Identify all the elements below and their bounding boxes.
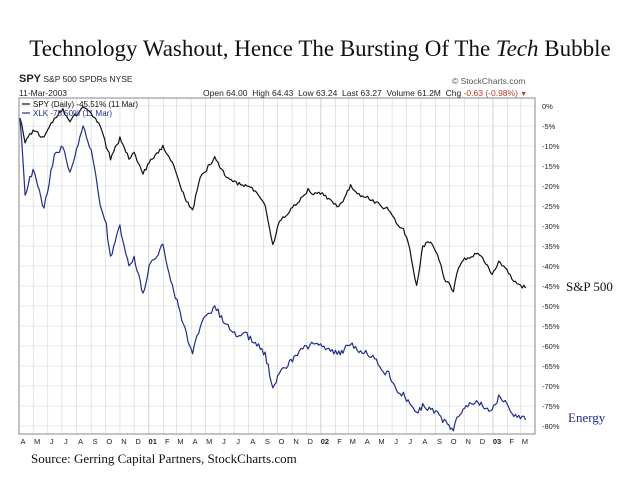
y-tick-label: -10% [542, 142, 560, 151]
y-tick-label: -70% [542, 382, 560, 391]
quote-line: Open 64.00 High 64.43 Low 63.24 Last 63.… [203, 88, 528, 98]
ticker-exchange: NYSE [109, 74, 133, 84]
x-tick-label: M [522, 437, 528, 446]
x-tick-label: O [106, 437, 112, 446]
x-tick-label: 01 [149, 437, 157, 446]
side-label-energy: Energy [568, 410, 606, 425]
y-tick-label: -50% [542, 302, 560, 311]
y-tick-label: -25% [542, 202, 560, 211]
x-tick-label: A [250, 437, 255, 446]
y-tick-label: -75% [542, 402, 560, 411]
x-tick-label: F [165, 437, 170, 446]
change-value: -0.63 (-0.98%) [463, 88, 518, 98]
x-tick-label: 03 [493, 437, 501, 446]
down-arrow-icon: ▼ [520, 91, 528, 98]
x-tick-label: A [365, 437, 370, 446]
chart-grid [18, 98, 535, 434]
legend: SPY (Daily) -45.51% (11 Mar) XLK -78.50%… [22, 100, 138, 118]
x-tick-label: D [480, 437, 486, 446]
y-tick-label: -65% [542, 362, 560, 371]
volume-value: 61.2M [417, 88, 441, 98]
y-tick-label: 0% [542, 102, 553, 111]
y-tick-label: -80% [542, 422, 560, 431]
x-tick-label: J [236, 437, 240, 446]
x-tick-label: N [466, 437, 471, 446]
x-tick-label: S [93, 437, 98, 446]
low-value: 63.24 [316, 88, 338, 98]
x-tick-label: A [20, 437, 25, 446]
x-tick-label: O [279, 437, 285, 446]
x-tick-label: J [408, 437, 412, 446]
x-tick-label: F [337, 437, 342, 446]
y-tick-label: -35% [542, 242, 560, 251]
x-tick-label: M [350, 437, 356, 446]
x-tick-label: O [451, 437, 457, 446]
y-tick-label: -20% [542, 182, 560, 191]
legend-label-spy: SPY (Daily) -45.51% (11 Mar) [33, 100, 138, 109]
y-tick-label: -40% [542, 262, 560, 271]
x-tick-label: A [193, 437, 198, 446]
y-tick-label: -60% [542, 342, 560, 351]
y-tick-label: -30% [542, 222, 560, 231]
x-tick-label: A [422, 437, 427, 446]
x-tick-label: D [308, 437, 314, 446]
ticker-name: S&P 500 SPDRs [43, 74, 108, 84]
x-tick-label: N [293, 437, 298, 446]
x-tick-label: F [509, 437, 514, 446]
x-tick-label: J [222, 437, 226, 446]
chart-header-symbol: SPY S&P 500 SPDRs NYSE [19, 73, 133, 85]
x-tick-label: N [121, 437, 126, 446]
x-tick-label: J [50, 437, 54, 446]
chart-date: 11-Mar-2003 [19, 88, 68, 98]
y-tick-label: -5% [542, 122, 556, 131]
x-axis: A M J J A S O N D 01 F M A M J J A S O N D 02 F M A M J J A S O N D 03 F M [20, 437, 527, 446]
x-tick-label: S [437, 437, 442, 446]
x-tick-label: J [394, 437, 398, 446]
open-value: 64.00 [226, 88, 248, 98]
y-tick-label: -45% [542, 282, 560, 291]
plot-frame [18, 97, 536, 435]
chart-title: Technology Washout, Hence The Bursting O… [29, 36, 611, 61]
legend-label-xlk: XLK -78.50% (11 Mar) [33, 109, 112, 118]
side-label-sp500: S&P 500 [566, 279, 613, 294]
last-value: 63.27 [360, 88, 382, 98]
series-line-spy [19, 106, 527, 293]
series-line-xlk [19, 117, 527, 432]
ticker-symbol: SPY [19, 73, 42, 85]
y-tick-label: -55% [542, 322, 560, 331]
x-tick-label: S [265, 437, 270, 446]
y-axis: 0% -5% -10% -15% -20% -25% -30% -35% -40% -45% -50… [542, 102, 560, 431]
high-value: 64.43 [272, 88, 294, 98]
x-tick-label: D [135, 437, 141, 446]
x-tick-label: A [78, 437, 83, 446]
series-layer [19, 106, 527, 432]
x-tick-label: M [177, 437, 183, 446]
x-tick-label: M [206, 437, 212, 446]
source-note: Source: Gerring Capital Partners, StockC… [31, 451, 297, 466]
x-tick-label: M [378, 437, 384, 446]
x-tick-label: M [34, 437, 40, 446]
x-tick-label: J [64, 437, 68, 446]
watermark: © StockCharts.com [452, 76, 526, 86]
x-tick-label: 02 [321, 437, 329, 446]
y-tick-label: -15% [542, 162, 560, 171]
